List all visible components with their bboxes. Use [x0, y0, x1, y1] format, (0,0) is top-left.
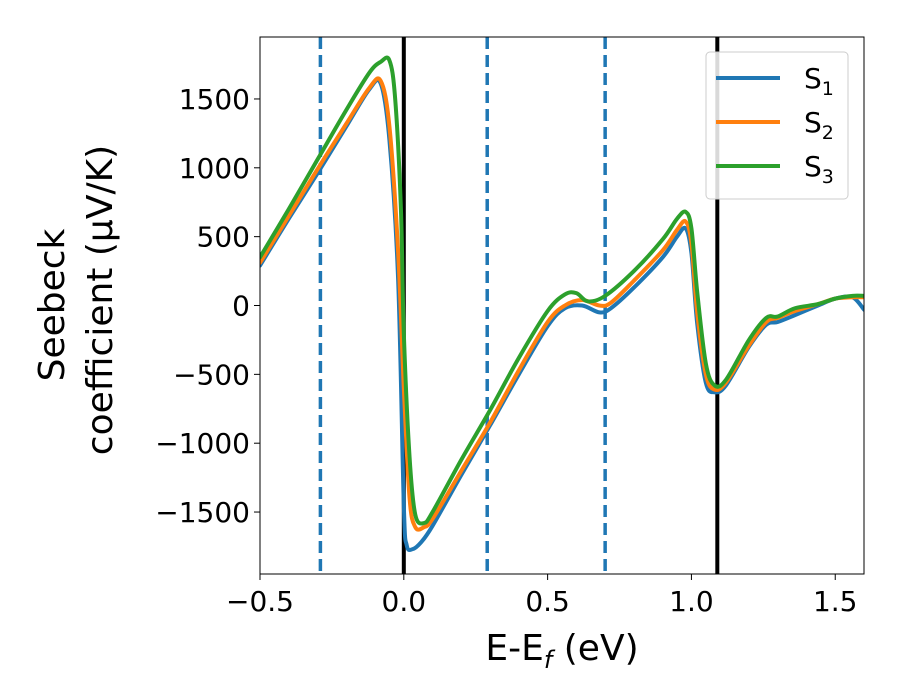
- x-axis-title-main: E-E: [485, 628, 543, 669]
- legend-label-main: S: [804, 150, 822, 183]
- legend-label-sub: 1: [822, 78, 834, 100]
- y-tick-label: 1500: [179, 83, 250, 116]
- x-axis-title: E-Ef (eV): [485, 628, 638, 674]
- y-tick-label: 0: [232, 290, 250, 323]
- legend-label-main: S: [804, 62, 822, 95]
- y-axis-title-line1: Seebeck: [32, 228, 73, 381]
- legend-label-S1: S1: [804, 62, 834, 100]
- x-tick-label: 1.5: [813, 585, 858, 618]
- legend-label-sub: 2: [822, 122, 834, 144]
- x-tick-label: 0.5: [525, 585, 570, 618]
- legend-label-S3: S3: [804, 150, 834, 188]
- x-tick-label: −0.5: [226, 585, 294, 618]
- legend-label-main: S: [804, 106, 822, 139]
- legend-label-sub: 3: [822, 166, 834, 188]
- y-tick-label: 500: [197, 221, 250, 254]
- legend-box: [705, 51, 849, 200]
- y-tick-label: −500: [173, 358, 250, 391]
- series-line-S3: [260, 55, 864, 526]
- y-axis-title-line2: coefficient (μV/K): [80, 145, 121, 455]
- y-tick-label: 1000: [179, 152, 250, 185]
- x-tick-label: 0.0: [382, 585, 427, 618]
- y-tick-label: −1500: [155, 496, 250, 529]
- y-tick-label: −1000: [155, 427, 250, 460]
- x-axis: −0.5 0.0 0.5 1.0 1.5: [226, 574, 858, 618]
- x-tick-label: 1.0: [669, 585, 714, 618]
- x-axis-title-suffix: (eV): [552, 628, 638, 669]
- legend-label-S2: S2: [804, 106, 834, 144]
- y-axis: −1500 −1000 −500 0 500 1000 1500: [155, 83, 260, 529]
